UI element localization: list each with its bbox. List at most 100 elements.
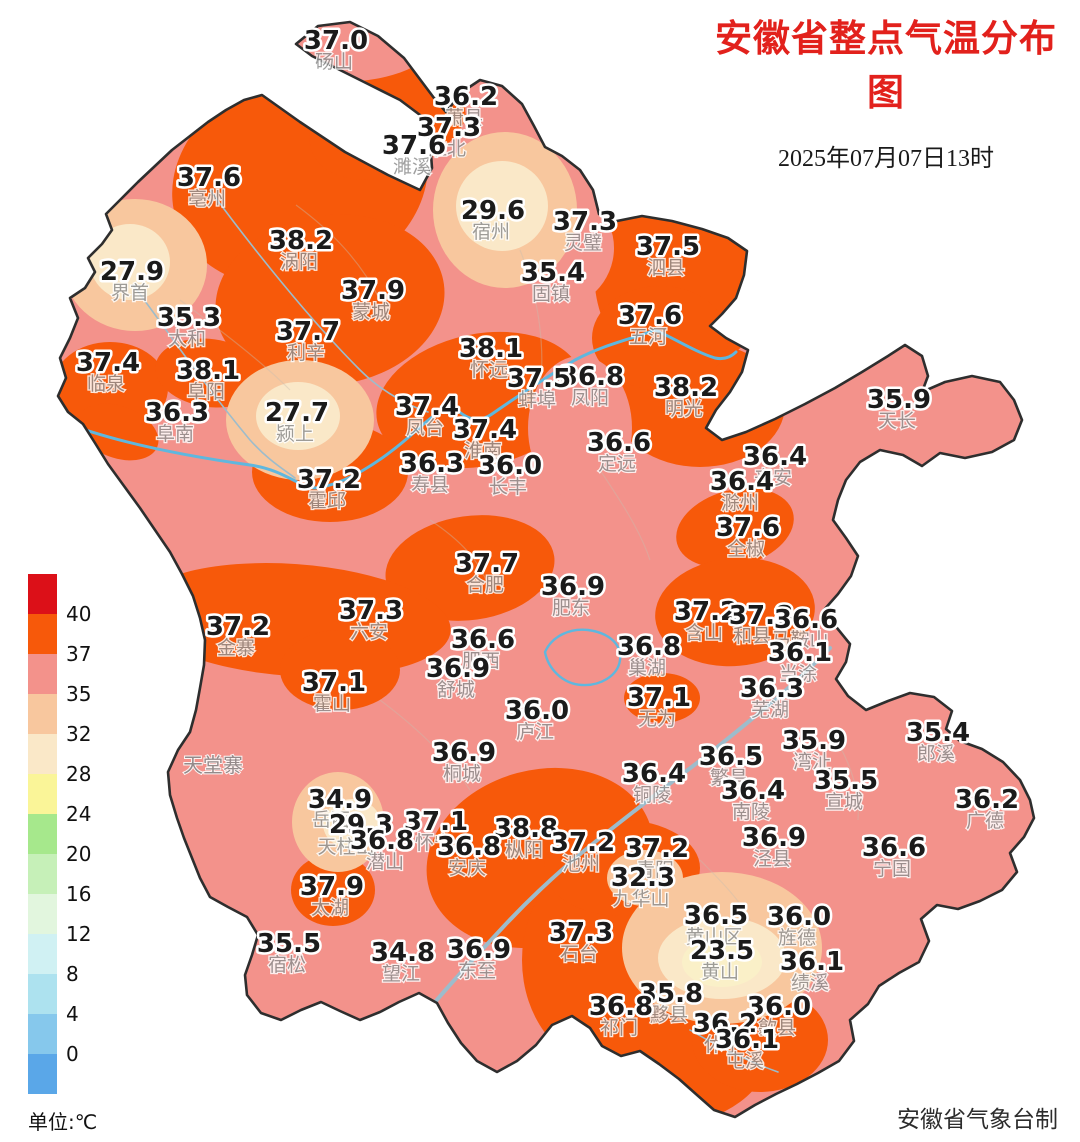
legend-tick: 16 xyxy=(66,882,92,906)
legend-color-block xyxy=(28,854,57,894)
station-name-label: 湾沚 xyxy=(793,751,831,773)
station-temp-label: 38.8 xyxy=(494,814,558,844)
station-temp-label: 38.2 xyxy=(269,226,333,256)
legend-color-block xyxy=(28,654,57,694)
station-name-label: 太和 xyxy=(168,328,206,350)
legend-color-block xyxy=(28,614,57,654)
station-temp-label: 36.1 xyxy=(715,1025,779,1055)
station-temp-label: 37.2 xyxy=(625,834,689,864)
station-temp-label: 36.8 xyxy=(350,826,414,856)
station-temp-label: 37.0 xyxy=(304,26,368,56)
station-name-label: 六安 xyxy=(350,621,388,643)
station-temp-label: 37.5 xyxy=(507,364,571,394)
station-temp-label: 36.3 xyxy=(145,398,209,428)
station-name-label: 界首 xyxy=(111,282,149,304)
legend: 40 37 35 32 28 24 20 16 12 8 4 0 单位:℃ xyxy=(28,574,97,1135)
station-temp-label: 36.5 xyxy=(684,901,748,931)
station-name-label: 颍上 xyxy=(276,423,314,445)
station-temp-label: 38.1 xyxy=(459,334,523,364)
station-name-label: 阜阳 xyxy=(187,381,225,403)
station-temp-label: 36.8 xyxy=(589,992,653,1022)
station-name-label: 淮北 xyxy=(428,138,466,160)
station-temp-label: 29.3 xyxy=(329,810,393,840)
legend-color-block xyxy=(28,774,57,814)
station-temp-label: 36.6 xyxy=(587,428,651,458)
station-name-label: 桐城 xyxy=(443,763,481,785)
huai-river xyxy=(58,328,738,490)
legend-tick: 28 xyxy=(66,762,92,786)
rivers xyxy=(58,189,832,1073)
station-name-label: 广德 xyxy=(966,810,1004,832)
legend-tick: 0 xyxy=(66,1042,79,1066)
station-temp-label: 35.4 xyxy=(521,258,585,288)
map-datetime: 2025年07月07日13时 xyxy=(778,146,994,172)
station-name-label: 蚌埠 xyxy=(518,389,556,411)
station-temp-label: 36.1 xyxy=(780,947,844,977)
station-name-label: 凤台 xyxy=(406,417,444,439)
station-name-label: 濉溪 xyxy=(393,156,431,178)
station-name-label: 亳州 xyxy=(188,188,226,210)
station-temp-label: 35.9 xyxy=(867,385,931,415)
station-temp-label: 38.2 xyxy=(654,373,718,403)
station-name-label: 肥西 xyxy=(462,650,500,672)
station-temp-label: 36.8 xyxy=(560,362,624,392)
station-name-label: 天柱山 xyxy=(317,836,374,858)
station-temp-label: 37.1 xyxy=(404,807,468,837)
legend-color-block xyxy=(28,1014,57,1054)
station-temp-label: 36.2 xyxy=(434,82,498,112)
legend-color-block xyxy=(28,894,57,934)
station-name-label: 泾县 xyxy=(753,848,791,870)
station-temp-label: 37.9 xyxy=(341,276,405,306)
station-temp-label: 36.1 xyxy=(768,638,832,668)
station-temp-label: 36.8 xyxy=(617,632,681,662)
station-name-label: 砀山 xyxy=(315,51,353,73)
station-temp-label: 36.9 xyxy=(432,738,496,768)
station-name-label: 无为 xyxy=(638,708,676,730)
station-name-label: 望江 xyxy=(382,963,420,985)
station-temp-label: 35.8 xyxy=(639,979,703,1009)
station-name-label: 萧县 xyxy=(445,107,483,129)
station-temp-label: 36.3 xyxy=(740,674,804,704)
station-temp-label: 36.5 xyxy=(699,742,763,772)
legend-tick: 37 xyxy=(66,642,92,666)
station-name-label: 祁门 xyxy=(600,1017,638,1039)
station-temp-label: 29.6 xyxy=(461,196,525,226)
station-name-label: 来安 xyxy=(754,467,792,489)
station-name-label: 当涂 xyxy=(779,663,817,685)
station-temp-label: 37.4 xyxy=(76,348,140,378)
station-temp-label: 32.3 xyxy=(611,863,675,893)
station-temp-label: 36.0 xyxy=(747,992,811,1022)
legend-unit-label: 单位:℃ xyxy=(28,1110,98,1134)
station-temp-label: 37.3 xyxy=(417,113,481,143)
station-name-label: 休宁 xyxy=(704,1034,742,1056)
station-name-label: 霍邱 xyxy=(308,490,346,512)
station-temp-label: 36.0 xyxy=(767,902,831,932)
station-name-label: 阜南 xyxy=(156,423,194,445)
station-temp-label: 35.5 xyxy=(257,929,321,959)
legend-tick: 20 xyxy=(66,842,92,866)
station-temp-label: 27.7 xyxy=(265,398,329,428)
station-temp-label: 37.3 xyxy=(553,207,617,237)
legend-color-block xyxy=(28,974,57,1014)
station-name-label: 肥东 xyxy=(552,597,590,619)
station-name-label: 淮南 xyxy=(464,440,502,462)
station-temp-label: 36.6 xyxy=(862,833,926,863)
station-temp-label: 34.9 xyxy=(308,785,372,815)
station-temp-label: 35.4 xyxy=(906,718,970,748)
station-name-label: 岳西 xyxy=(312,809,350,831)
station-name-label: 五河 xyxy=(629,326,667,348)
legend-color-block xyxy=(28,934,57,974)
station-name-label: 含山 xyxy=(685,622,723,644)
station-name-label: 合肥 xyxy=(466,574,504,596)
station-name-label: 芜湖 xyxy=(751,699,789,721)
station-temp-label: 37.4 xyxy=(395,392,459,422)
station-name-label: 石台 xyxy=(560,943,598,965)
legend-colorbar: 40 37 35 32 28 24 20 16 12 8 4 0 xyxy=(28,574,91,1094)
station-name-label: 泗县 xyxy=(647,257,685,279)
station-temp-label: 34.8 xyxy=(371,938,435,968)
legend-color-block xyxy=(28,734,57,774)
station-temp-label: 35.3 xyxy=(157,303,221,333)
legend-tick: 4 xyxy=(66,1002,79,1026)
